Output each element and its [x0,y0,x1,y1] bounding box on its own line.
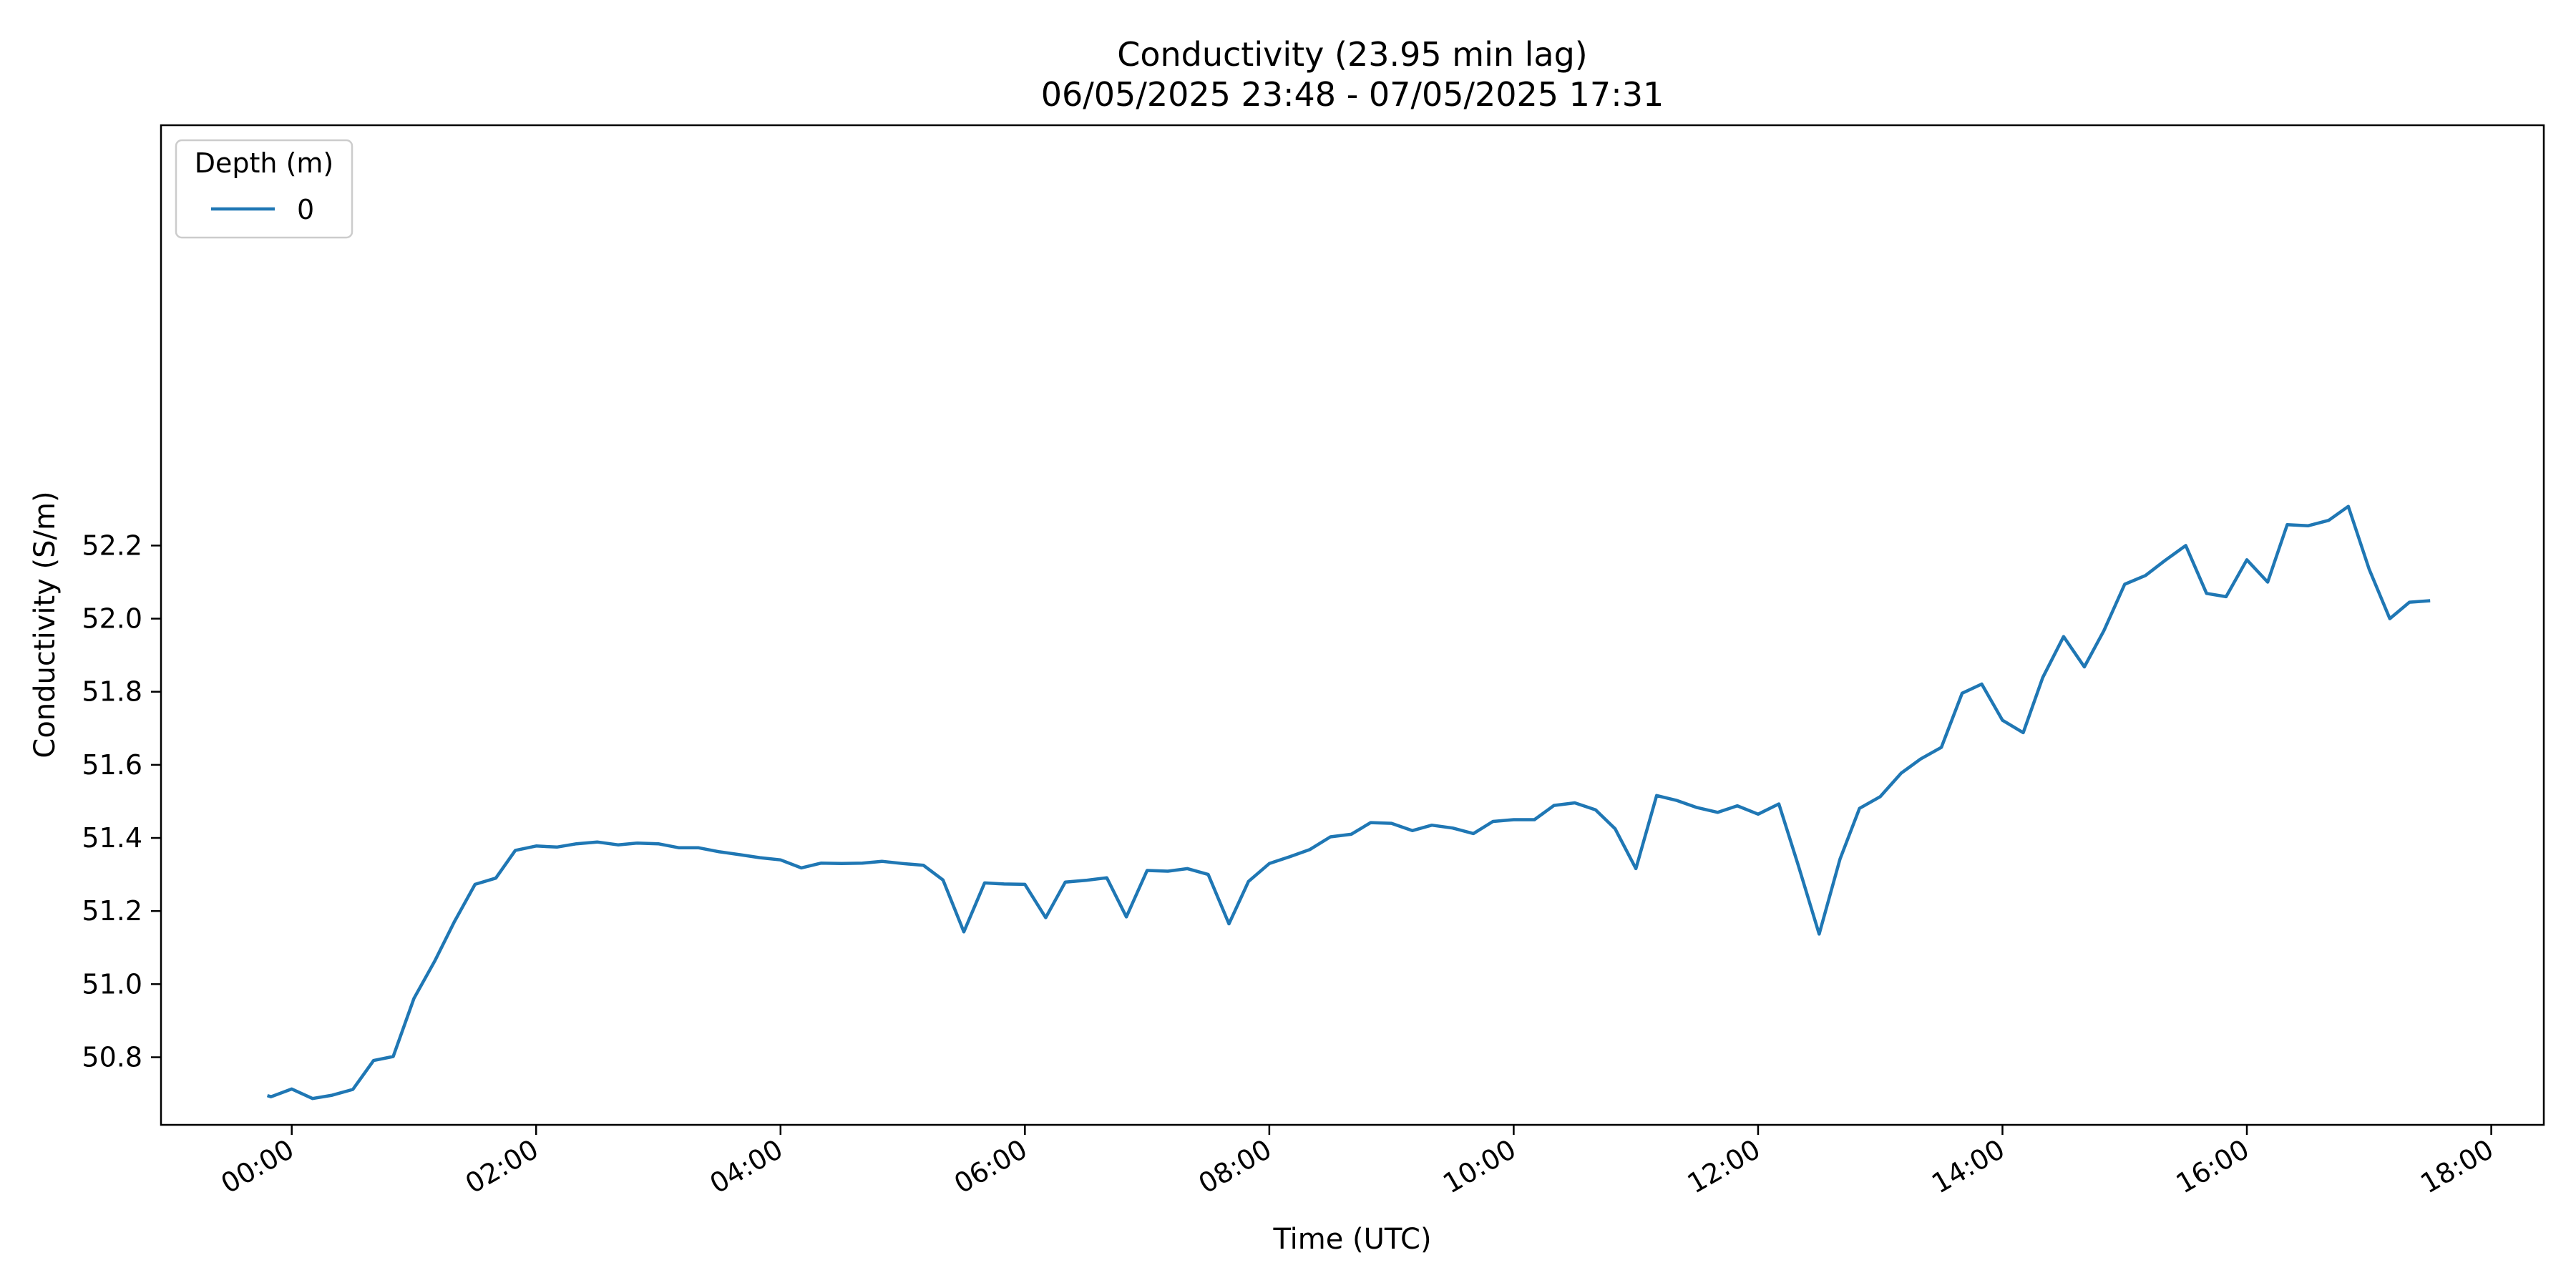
data-layer [266,504,2431,1101]
x-axis: 00:00 02:00 04:00 06:00 08:00 10:00 12:00 14:00… [215,1125,2499,1200]
x-axis-label: Time (UTC) [1272,1223,1431,1256]
legend-title: Depth (m) [195,147,334,179]
y-tick-label: 51.8 [82,676,142,708]
x-tick-label: 10:00 [1438,1133,1521,1200]
y-axis: 50.8 51.0 51.2 51.4 51.6 51.8 52.0 52.2 [82,530,161,1073]
y-tick-label: 51.6 [82,749,142,781]
chart-title: Conductivity (23.95 min lag) [1117,35,1588,74]
series-line-0 [266,504,2431,1101]
legend-box [175,139,353,239]
y-tick-label: 51.2 [82,895,142,927]
y-tick-label: 51.0 [82,968,142,1000]
chart-subtitle: 06/05/2025 23:48 - 07/05/2025 17:31 [1041,75,1664,114]
plot-frame [160,124,2545,1126]
x-tick-label: 00:00 [215,1133,299,1200]
x-tick-label: 02:00 [460,1133,544,1200]
x-tick-label: 18:00 [2415,1133,2499,1200]
y-tick-label: 51.4 [82,822,142,854]
x-tick-label: 06:00 [949,1133,1033,1200]
legend: Depth (m) 0 [175,139,353,239]
plot-area [160,124,2545,1126]
x-tick-label: 04:00 [704,1133,788,1200]
y-tick-label: 50.8 [82,1042,142,1073]
legend-label-series-0: 0 [297,194,314,225]
y-tick-label: 52.2 [82,530,142,561]
x-tick-label: 08:00 [1194,1133,1277,1200]
x-tick-label: 16:00 [2171,1133,2255,1200]
y-axis-label: Conductivity (S/m) [29,491,62,758]
x-tick-label: 12:00 [1682,1133,1766,1200]
y-tick-label: 52.0 [82,603,142,635]
x-tick-label: 14:00 [1926,1133,2010,1200]
